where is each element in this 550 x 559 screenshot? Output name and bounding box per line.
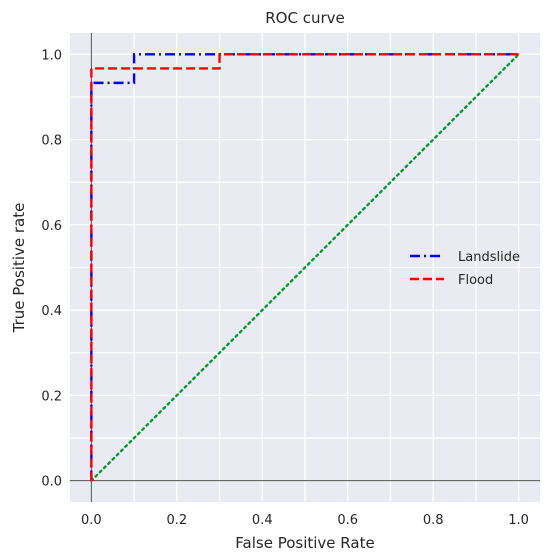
series-line-flood [90,53,519,481]
legend: Landslide Flood [410,250,520,288]
x-tick-label: 0.4 [252,513,273,528]
legend-label-flood: Flood [458,273,493,288]
x-tick-label: 0.6 [337,513,358,528]
x-tick-label: 0.8 [423,513,444,528]
y-axis-label: True Positive rate [10,203,28,334]
series-line-chance [90,53,520,482]
y-tick-label: 1.0 [41,48,62,63]
x-tick-label: 0.2 [166,513,187,528]
y-tick-label: 0.2 [41,389,62,404]
chart-title: ROC curve [265,9,345,27]
x-axis-label: False Positive Rate [235,534,374,552]
x-tick-label: 1.0 [508,513,529,528]
series-lines [90,53,520,482]
x-tick-label: 0.0 [81,513,102,528]
legend-label-landslide: Landslide [458,250,520,265]
y-tick-label: 0.8 [41,134,62,149]
y-tick-label: 0.0 [41,475,62,490]
tick-labels: 0.0 0.2 0.4 0.6 0.8 1.0 0.0 0.2 0.4 0.6 0.8 1.0 [41,48,529,528]
y-tick-label: 0.6 [41,219,62,234]
y-tick-label: 0.4 [41,304,62,319]
